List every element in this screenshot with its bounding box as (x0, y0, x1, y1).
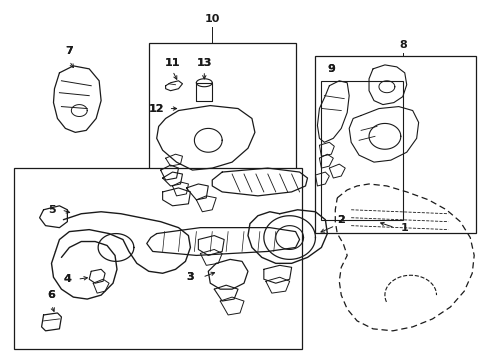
Text: 5: 5 (48, 205, 55, 215)
Text: 10: 10 (204, 14, 220, 24)
Bar (14, 168, 301, 349)
Text: 2: 2 (337, 215, 345, 225)
Text: 3: 3 (186, 272, 194, 282)
Text: 13: 13 (196, 58, 212, 68)
Text: 3: 3 (186, 272, 194, 282)
Text: 13: 13 (196, 58, 212, 68)
Text: 6: 6 (47, 290, 55, 300)
Text: 4: 4 (63, 274, 71, 284)
Text: 11: 11 (164, 58, 180, 68)
Text: 7: 7 (65, 46, 73, 56)
Bar (321, 81, 402, 220)
Text: 1: 1 (400, 222, 408, 233)
Text: 2: 2 (337, 215, 345, 225)
Bar (148, 43, 295, 190)
Text: 8: 8 (398, 40, 406, 50)
Text: 12: 12 (149, 104, 164, 113)
Text: 6: 6 (47, 290, 55, 300)
Text: 12: 12 (149, 104, 164, 113)
Text: 7: 7 (65, 46, 73, 56)
Text: 9: 9 (327, 64, 335, 74)
Text: 4: 4 (63, 274, 71, 284)
Text: 9: 9 (327, 64, 335, 74)
Text: 11: 11 (164, 58, 180, 68)
Bar (315, 56, 475, 233)
